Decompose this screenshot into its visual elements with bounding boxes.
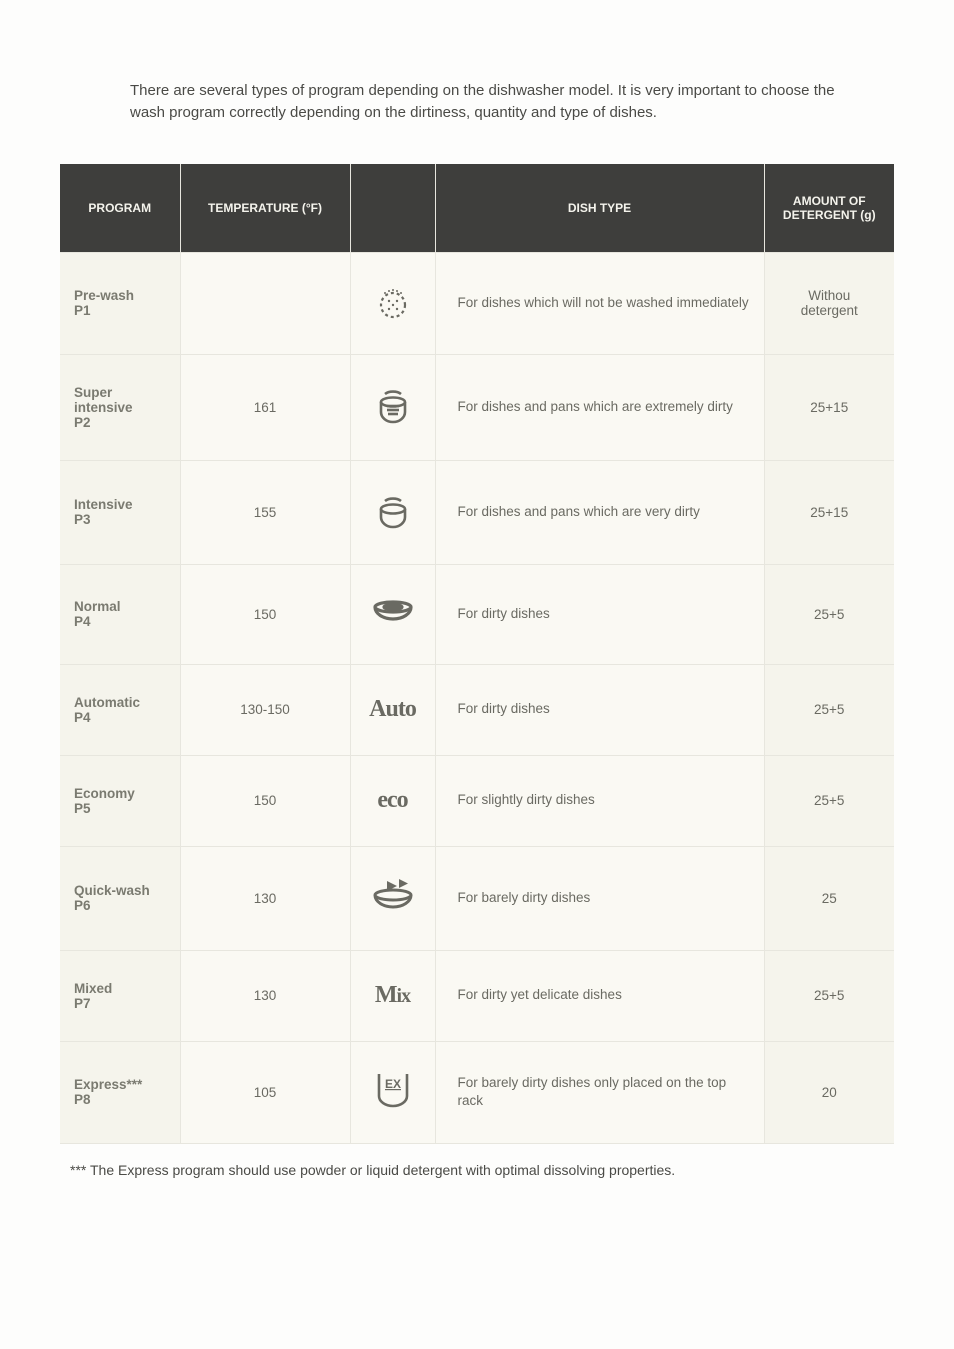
detergent-cell: 25+5 [764, 755, 894, 846]
program-table: PROGRAM TEMPERATURE (°F) DISH TYPE AMOUN… [60, 164, 894, 1144]
icon-cell: Auto [350, 664, 435, 755]
svg-text:EX: EX [384, 1077, 400, 1091]
header-dish-type: DISH TYPE [435, 164, 764, 253]
program-code: P1 [74, 303, 91, 318]
program-code: P6 [74, 898, 91, 913]
auto-icon: Auto [369, 696, 416, 722]
program-code: P7 [74, 996, 91, 1011]
detergent-cell: Withou detergent [764, 252, 894, 354]
icon-cell: eco [350, 755, 435, 846]
dish-type-cell: For dirty yet delicate dishes [435, 950, 764, 1041]
program-code: P4 [74, 614, 91, 629]
program-code: P2 [74, 415, 91, 430]
detergent-cell: 25+15 [764, 460, 894, 564]
program-code: P8 [74, 1092, 91, 1107]
eco-icon: eco [377, 787, 407, 813]
program-cell: NormalP4 [60, 564, 180, 664]
icon-cell: EX [350, 1041, 435, 1143]
temperature-cell: 130 [180, 846, 350, 950]
temperature-cell: 150 [180, 755, 350, 846]
header-temperature: TEMPERATURE (°F) [180, 164, 350, 253]
prewash-icon [373, 283, 413, 321]
table-row: MixedP7130MixFor dirty yet delicate dish… [60, 950, 894, 1041]
detergent-cell: 25+5 [764, 950, 894, 1041]
program-name: Normal [74, 599, 121, 614]
program-cell: Express***P8 [60, 1041, 180, 1143]
quick-wash-icon [371, 877, 415, 917]
table-row: Pre-washP1 For dishes which will not be … [60, 252, 894, 354]
table-row: AutomaticP4130-150AutoFor dirty dishes25… [60, 664, 894, 755]
dish-type-cell: For barely dirty dishes [435, 846, 764, 950]
program-name: Mixed [74, 981, 112, 996]
temperature-cell: 155 [180, 460, 350, 564]
mix-icon: Mix [375, 982, 410, 1008]
normal-icon [371, 595, 415, 631]
table-row: NormalP4150 For dirty dishes25+5 [60, 564, 894, 664]
program-cell: Pre-washP1 [60, 252, 180, 354]
dish-type-cell: For dirty dishes [435, 664, 764, 755]
program-cell: Quick-washP6 [60, 846, 180, 950]
temperature-cell: 105 [180, 1041, 350, 1143]
table-row: IntensiveP3155 For dishes and pans which… [60, 460, 894, 564]
temperature-cell: 161 [180, 354, 350, 460]
program-cell: AutomaticP4 [60, 664, 180, 755]
table-row: Super intensiveP2161 For dishes and pans… [60, 354, 894, 460]
detergent-cell: 20 [764, 1041, 894, 1143]
program-code: P5 [74, 801, 91, 816]
header-row: PROGRAM TEMPERATURE (°F) DISH TYPE AMOUN… [60, 164, 894, 253]
table-row: EconomyP5150ecoFor slightly dirty dishes… [60, 755, 894, 846]
icon-cell: Mix [350, 950, 435, 1041]
intensive-icon [373, 491, 413, 531]
footnote-text: *** The Express program should use powde… [70, 1162, 894, 1178]
program-name: Automatic [74, 695, 140, 710]
temperature-cell: 130-150 [180, 664, 350, 755]
header-program: PROGRAM [60, 164, 180, 253]
detergent-cell: 25+5 [764, 564, 894, 664]
program-cell: MixedP7 [60, 950, 180, 1041]
intro-text: There are several types of program depen… [130, 80, 854, 124]
program-name: Super intensive [74, 385, 133, 415]
icon-cell [350, 252, 435, 354]
header-icon [350, 164, 435, 253]
detergent-cell: 25 [764, 846, 894, 950]
icon-cell [350, 846, 435, 950]
detergent-cell: 25+15 [764, 354, 894, 460]
dish-type-cell: For dishes and pans which are extremely … [435, 354, 764, 460]
program-name: Quick-wash [74, 883, 150, 898]
icon-cell [350, 460, 435, 564]
table-body: Pre-washP1 For dishes which will not be … [60, 252, 894, 1143]
table-row: Express***P8105 EX For barely dirty dish… [60, 1041, 894, 1143]
program-name: Pre-wash [74, 288, 134, 303]
program-cell: IntensiveP3 [60, 460, 180, 564]
dish-type-cell: For dishes which will not be washed imme… [435, 252, 764, 354]
program-name: Express*** [74, 1077, 142, 1092]
program-code: P4 [74, 710, 91, 725]
super-intensive-icon [373, 386, 413, 426]
program-cell: EconomyP5 [60, 755, 180, 846]
program-code: P3 [74, 512, 91, 527]
program-cell: Super intensiveP2 [60, 354, 180, 460]
temperature-cell: 130 [180, 950, 350, 1041]
icon-cell [350, 564, 435, 664]
detergent-cell: 25+5 [764, 664, 894, 755]
express-icon: EX [372, 1072, 414, 1110]
dish-type-cell: For slightly dirty dishes [435, 755, 764, 846]
header-detergent: AMOUNT OF DETERGENT (g) [764, 164, 894, 253]
temperature-cell [180, 252, 350, 354]
icon-cell [350, 354, 435, 460]
dish-type-cell: For barely dirty dishes only placed on t… [435, 1041, 764, 1143]
dish-type-cell: For dishes and pans which are very dirty [435, 460, 764, 564]
dish-type-cell: For dirty dishes [435, 564, 764, 664]
temperature-cell: 150 [180, 564, 350, 664]
program-name: Economy [74, 786, 135, 801]
program-name: Intensive [74, 497, 133, 512]
table-row: Quick-washP6130 For barely dirty dishes2… [60, 846, 894, 950]
